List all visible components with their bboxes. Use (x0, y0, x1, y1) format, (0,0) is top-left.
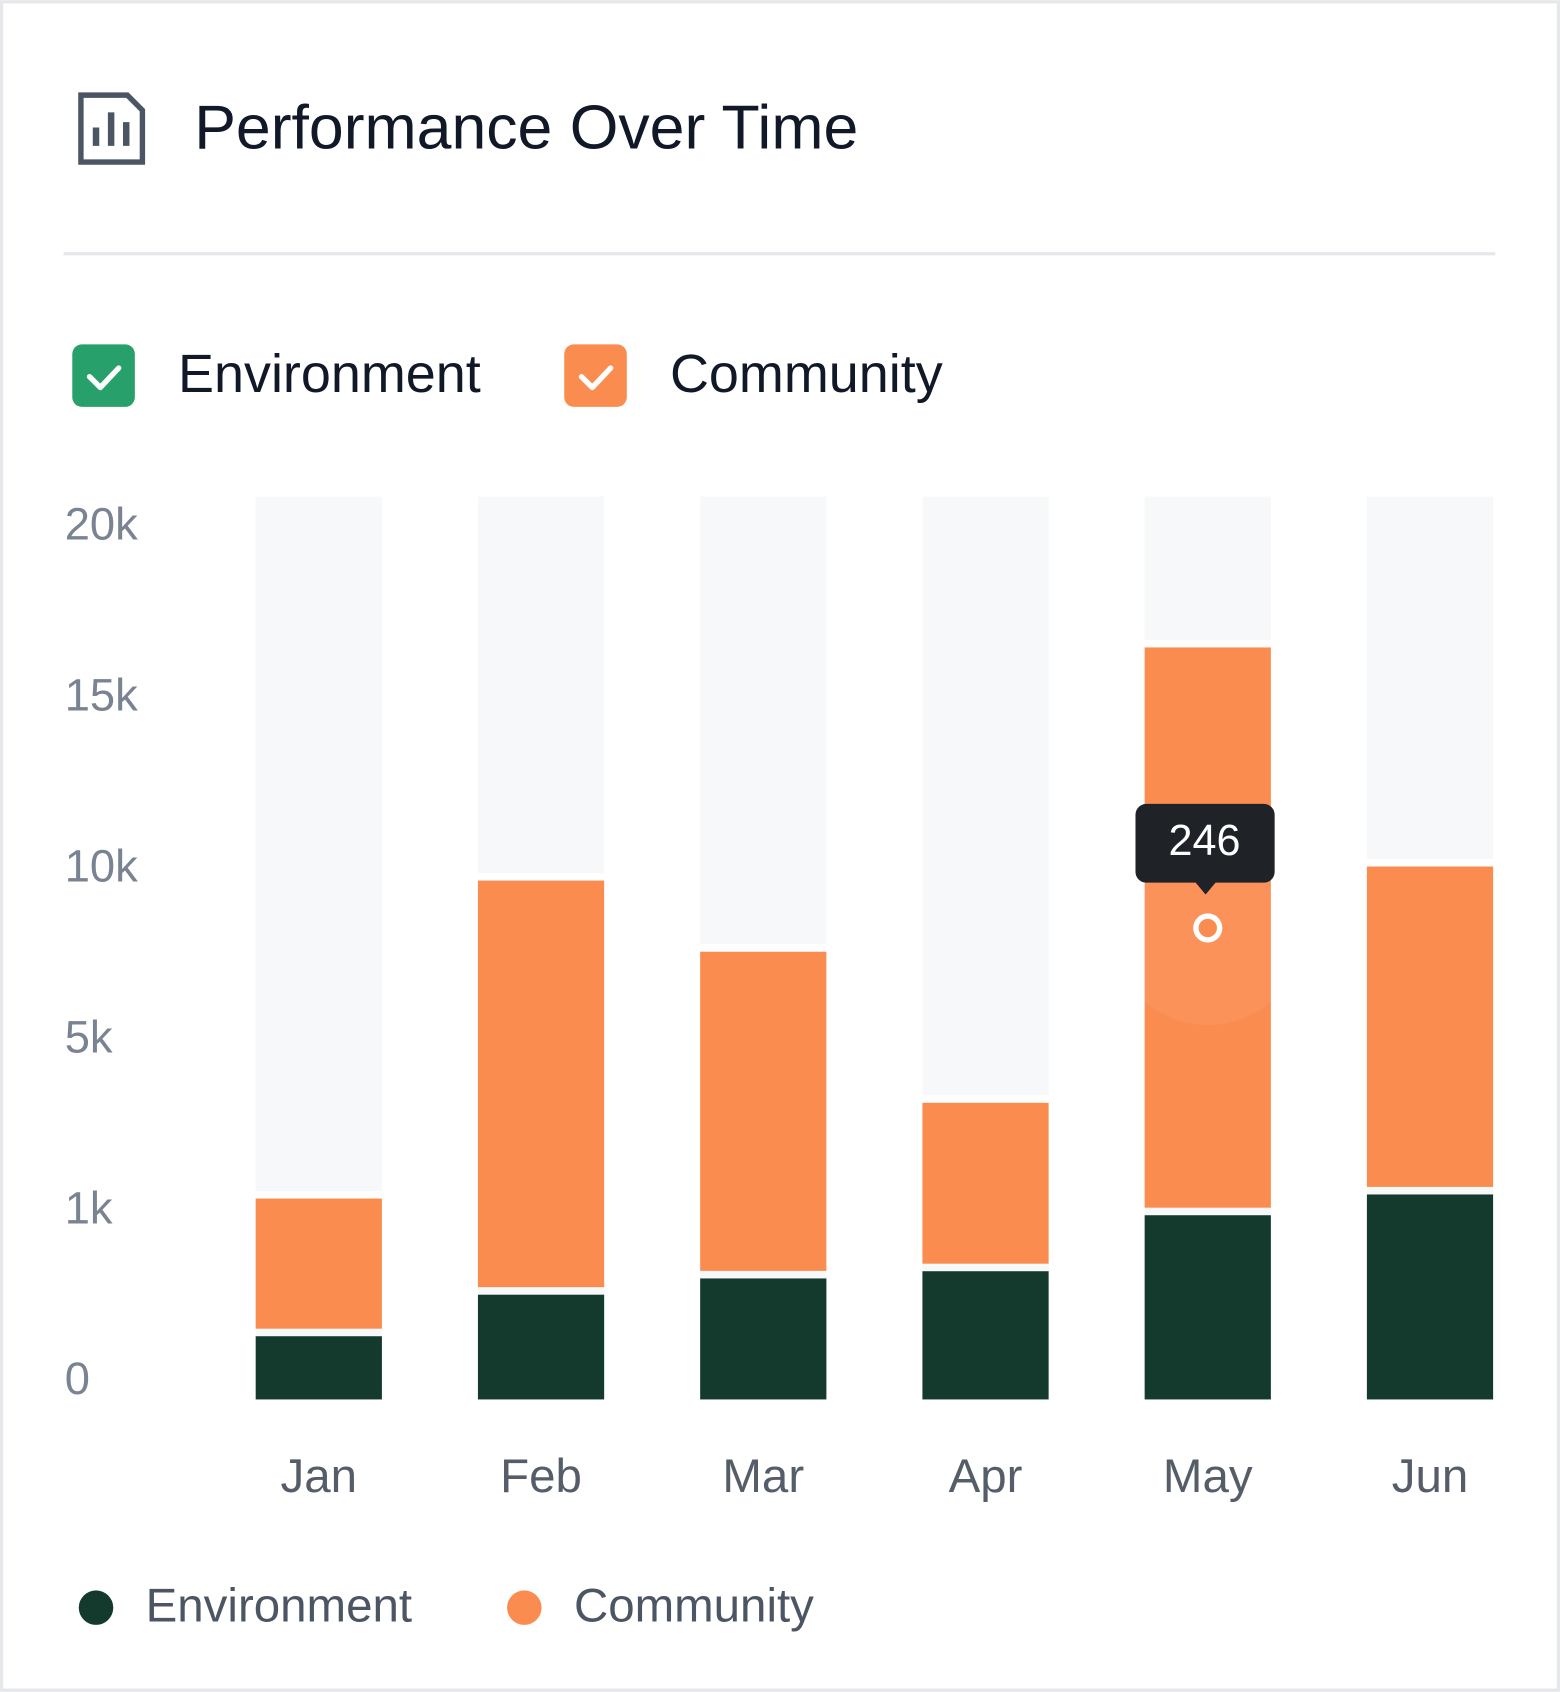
x-tick-label: Feb (500, 1450, 582, 1503)
legend-label: Environment (178, 344, 481, 404)
bar-gap (700, 944, 827, 952)
y-tick-label: 10k (65, 840, 138, 891)
bar-segment (477, 1294, 605, 1400)
bar-segment (1144, 1215, 1271, 1400)
legend-label: Environment (146, 1579, 412, 1632)
bar-gap (255, 1190, 382, 1199)
bar-segment (922, 1271, 1049, 1400)
x-tick-label: Apr (949, 1450, 1023, 1503)
check-mark (86, 365, 122, 391)
y-tick-label: 20k (65, 499, 138, 550)
x-tick-label: May (1163, 1450, 1253, 1503)
legend-checkbox[interactable] (564, 344, 627, 407)
bar-gap (1366, 858, 1494, 867)
legend-label: Community (574, 1579, 814, 1632)
legend-checkbox[interactable] (72, 344, 135, 407)
x-tick-label: Jan (281, 1450, 358, 1503)
bar-segment (700, 951, 827, 1271)
bar-segment (922, 1102, 1049, 1264)
legend-dot (78, 1590, 114, 1625)
legend-label: Community (670, 344, 943, 404)
y-tick-label: 1k (65, 1182, 113, 1233)
bar-segment (1366, 1194, 1494, 1400)
tooltip-box (1135, 803, 1275, 883)
chart-icon (78, 92, 146, 165)
bar-track (922, 496, 1049, 1400)
bar-gap (922, 1095, 1049, 1103)
tooltip-value: 246 (1169, 817, 1241, 865)
bar-segment (1366, 866, 1494, 1187)
hover-point (1193, 913, 1223, 943)
x-tick-label: Mar (722, 1450, 804, 1503)
legend-dot (507, 1590, 542, 1625)
x-tick-label: Jun (1392, 1450, 1469, 1503)
bar-segment (477, 880, 605, 1288)
y-tick-label: 0 (65, 1353, 90, 1404)
bar-gap (1144, 639, 1271, 648)
y-tick-label: 5k (65, 1011, 113, 1062)
bar-segment (255, 1336, 382, 1400)
y-tick-label: 15k (65, 670, 138, 721)
bar-segment (255, 1198, 382, 1329)
bar-segment (700, 1278, 827, 1400)
chart-title: Performance Over Time (194, 92, 858, 162)
tooltip-arrow (1194, 881, 1217, 895)
check-mark (578, 365, 614, 391)
bar-gap (477, 873, 605, 881)
